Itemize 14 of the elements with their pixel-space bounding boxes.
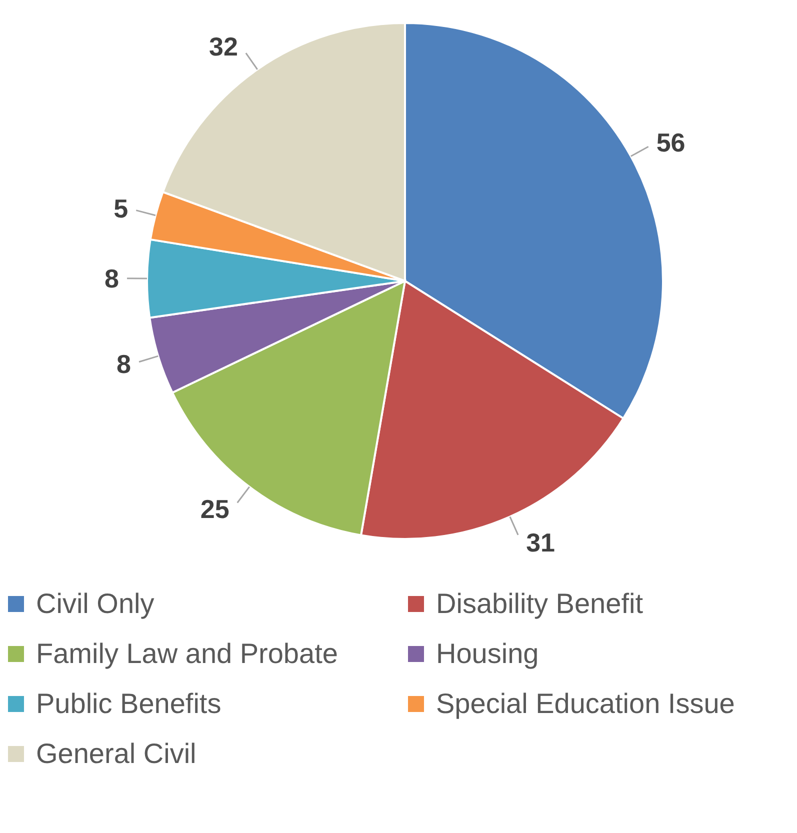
data-label: 8	[104, 263, 120, 294]
legend-label: Public Benefits	[36, 688, 222, 720]
data-label: 25	[200, 494, 230, 524]
data-label: 8	[116, 349, 132, 380]
data-label: 31	[526, 527, 555, 558]
legend-label: Disability Benefit	[436, 588, 643, 620]
legend-label: Civil Only	[36, 588, 154, 620]
data-label: 32	[208, 31, 238, 62]
data-label: 56	[656, 128, 686, 158]
data-label: 5	[114, 193, 128, 224]
legend-label: Housing	[436, 638, 539, 670]
legend-label: Special Education Issue	[436, 688, 735, 720]
legend-label: General Civil	[36, 738, 196, 770]
legend-label: Family Law and Probate	[36, 638, 338, 670]
